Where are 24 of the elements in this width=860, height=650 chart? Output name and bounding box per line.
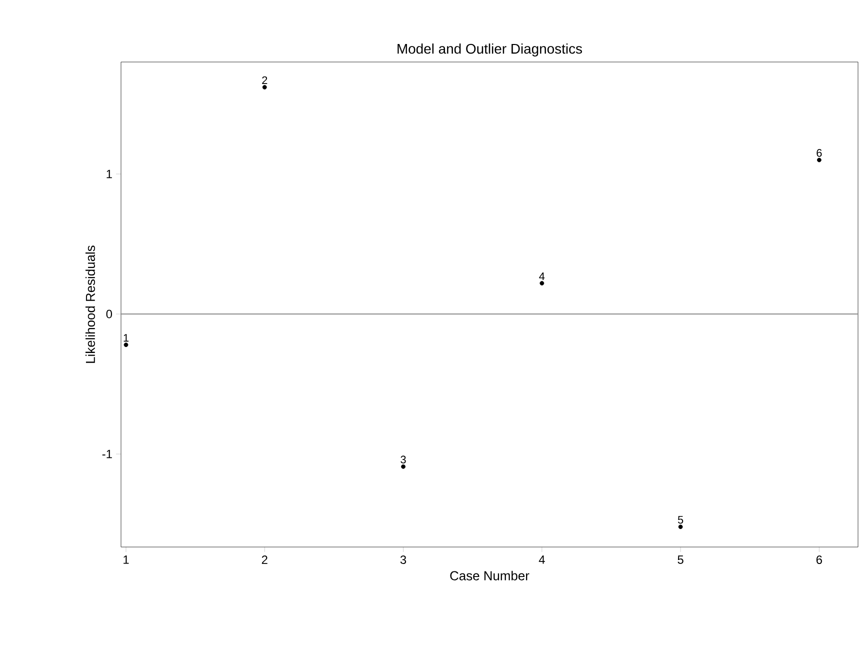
y-tick-label: 0	[106, 310, 112, 318]
x-tick-label: 3	[400, 556, 406, 564]
y-tick-label: 1	[106, 170, 112, 178]
point	[678, 524, 683, 530]
annotation: 5	[678, 516, 684, 524]
point	[262, 84, 267, 90]
annotation: 4	[539, 272, 545, 280]
x-tick-label: 6	[816, 556, 822, 564]
x-tick-label: 5	[678, 556, 684, 564]
annotation: 2	[262, 76, 268, 84]
point	[124, 342, 128, 348]
annotation: 1	[124, 334, 129, 342]
x-tick-label: 1	[124, 556, 129, 564]
x-tick-label: 2	[262, 556, 268, 564]
x-axis-title: Case Number	[450, 570, 530, 580]
annotation: 3	[400, 456, 406, 464]
point	[540, 281, 544, 286]
x-tick-label: 4	[538, 556, 545, 564]
annotation: 6	[816, 149, 822, 157]
point	[401, 464, 406, 469]
chart-title: Model and Outlier Diagnostics	[398, 43, 582, 56]
y-axis-title: Likelihood Residuals	[85, 246, 96, 363]
y-tick-label: -1	[102, 450, 112, 458]
point	[816, 158, 822, 162]
